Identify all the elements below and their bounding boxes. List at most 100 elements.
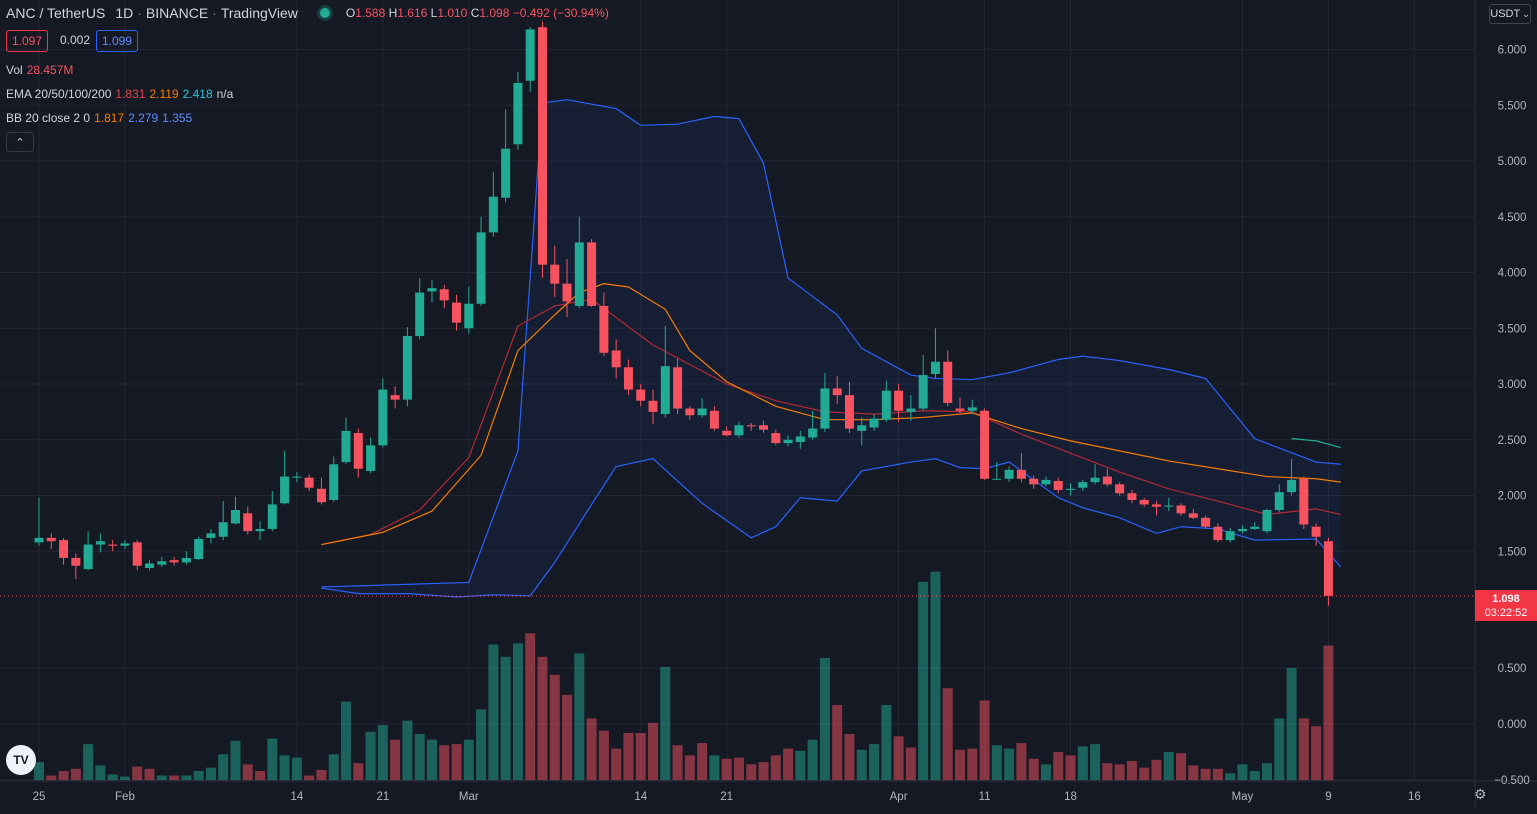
ema-label: EMA 20/50/100/200 [6,87,112,101]
candle-body [1176,505,1186,514]
currency-selector[interactable]: USDT ⌄ [1489,4,1531,24]
candle [869,414,879,431]
volume-bar [156,775,167,780]
bid-price-button[interactable]: 1.097 [6,30,49,52]
candle [206,528,216,544]
time-tick-label: 21 [720,791,733,803]
candle-body [1102,476,1112,485]
candle-body [771,433,781,444]
chevron-up-icon: ⌃ [15,136,25,149]
candle-body [1287,479,1297,493]
price-tick-label: 6.000 [1498,45,1527,57]
volume-bar [83,744,94,780]
ask-price-button[interactable]: 1.099 [96,30,139,52]
candle [1090,464,1100,485]
volume-bar [205,767,216,780]
interval-label[interactable]: 1D [115,5,134,21]
candle [562,259,572,318]
market-status-icon[interactable] [319,8,330,18]
candle-body [169,560,179,563]
candle-body [452,302,462,323]
price-tick-label: 2.000 [1498,491,1527,503]
candle-body [1299,478,1309,525]
candle-body [132,542,142,566]
volume-bar [119,776,130,780]
volume-bar [684,755,695,780]
candle-body [267,504,277,529]
candle [194,536,204,561]
volume-legend[interactable]: Vol 28.457M [6,63,73,77]
candle [132,540,142,571]
tradingview-logo-icon[interactable]: TV [6,745,36,775]
candle [280,450,290,505]
volume-bar [1200,768,1211,780]
candle [894,384,904,422]
candle-body [881,390,891,420]
candle [1053,477,1063,494]
candle [722,426,732,437]
candle-body [292,476,302,478]
price-tick-label: −0.500 [1494,775,1530,787]
volume-bar [1114,764,1125,780]
candle-body [464,303,474,329]
symbol-name[interactable]: ANC / TetherUS [6,5,106,21]
candle-body [1250,526,1260,529]
volume-bar [1065,755,1076,780]
candle [906,395,916,421]
volume-bar [1139,767,1150,780]
candle [537,21,547,279]
candle-body [808,428,818,438]
candle [1078,479,1088,492]
candle [1176,503,1186,516]
candle [218,501,228,541]
candle [1225,527,1235,543]
volume-bar [1028,758,1039,780]
candle [783,435,793,447]
candle-body [71,557,81,566]
volume-bar [991,745,1002,780]
volume-bar [476,709,487,780]
ema100-line [1291,438,1341,449]
candle-body [255,528,265,532]
bb-legend[interactable]: BB 20 close 2 0 1.817 2.279 1.355 [6,111,192,125]
volume-bar [844,734,855,780]
candle-body [120,543,130,546]
collapse-legend-button[interactable]: ⌃ [6,132,34,152]
candle [1151,501,1161,516]
settings-gear-icon[interactable]: ⚙ [1474,786,1487,802]
candle-body [709,410,719,429]
volume-bar [1040,764,1051,780]
candle-body [157,561,167,565]
volume-bar [832,704,843,780]
chart-legend-title[interactable]: ANC / TetherUS 1D · BINANCE · TradingVie… [6,5,609,21]
volume-bar [586,718,597,780]
volume-bar [1274,718,1285,780]
candle-body [844,395,854,429]
bb-upper-line [321,99,1341,588]
volume-bar [439,745,450,780]
candle [697,398,707,418]
volume-bar [463,739,474,780]
change-value: −0.492 (−30.94%) [512,6,609,20]
volume-bar [1298,718,1309,780]
time-tick-label: 16 [1408,791,1421,803]
volume-bar [1311,726,1322,780]
candle-body [648,400,658,412]
candle [746,423,756,431]
candle [415,278,425,340]
volume-bar [1077,746,1088,780]
candle-body [108,544,118,546]
volume-bar [218,754,229,780]
candle-body [513,82,523,145]
volume-bar [426,739,437,780]
candle [636,384,646,407]
candle [452,294,462,331]
low-value: 1.010 [437,6,468,20]
candle-body [906,408,916,412]
volume-bar [1225,773,1236,780]
ema-legend[interactable]: EMA 20/50/100/200 1.831 2.119 2.418 n/a [6,87,233,101]
candle [145,560,155,571]
close-label: C [470,6,480,20]
